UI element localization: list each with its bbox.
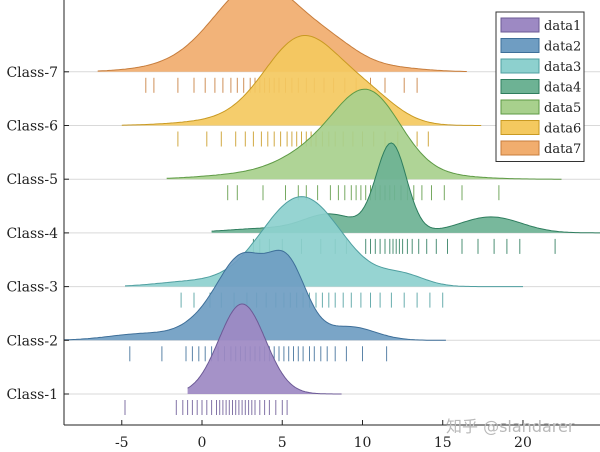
legend: data1 data2 data3 data4 data5 data6 data7	[495, 11, 585, 162]
y-tick-label: Class-1	[6, 387, 58, 403]
y-tick-label: Class-3	[6, 280, 58, 296]
x-tick-label: 5	[278, 435, 287, 451]
y-tick-label: Class-4	[6, 226, 58, 242]
legend-label-data2: data2	[544, 40, 581, 55]
legend-label-data7: data7	[544, 142, 581, 157]
x-axis: -5 0 5 10 15 20	[115, 420, 532, 451]
legend-swatch-data2	[500, 38, 540, 53]
x-tick-label: 10	[354, 435, 372, 451]
density-area-data6	[121, 35, 482, 126]
x-tick-label: 15	[434, 435, 452, 451]
legend-swatch-data3	[500, 58, 540, 74]
ridge-data6	[121, 35, 482, 147]
x-tick-label: 0	[198, 435, 207, 451]
density-area-data2	[64, 250, 446, 341]
legend-label-data5: data5	[544, 101, 581, 116]
density-line-data5	[166, 88, 562, 180]
density-line-data2	[64, 249, 446, 341]
density-line-data6	[121, 35, 482, 126]
density-area-data1	[187, 304, 342, 394]
density-line-data7	[97, 0, 467, 72]
legend-swatch-data4	[500, 79, 540, 94]
legend-swatch-data1	[500, 17, 540, 33]
legend-label-data1: data1	[544, 19, 581, 34]
watermark-text: 知乎 @slandarer	[446, 417, 575, 436]
y-tick-label: Class-5	[6, 172, 58, 188]
legend-swatch-data7	[500, 140, 540, 156]
density-area-data3	[125, 196, 523, 287]
x-tick-label: 20	[514, 435, 532, 451]
ridge-layer	[64, 0, 600, 415]
y-tick-label: Class-2	[6, 333, 58, 349]
density-area-data4	[211, 142, 600, 233]
legend-label-data3: data3	[544, 60, 581, 75]
density-line-data1	[187, 303, 342, 395]
density-area-data5	[166, 89, 562, 180]
legend-swatch-data6	[500, 120, 540, 135]
density-area-data7	[97, 0, 467, 72]
ridge-data1	[124, 303, 342, 415]
y-tick-label: Class-7	[6, 65, 58, 81]
legend-swatch-data5	[500, 99, 540, 115]
density-line-data3	[124, 196, 523, 288]
legend-label-data6: data6	[544, 122, 581, 137]
ridge-data3	[124, 196, 523, 308]
legend-label-data4: data4	[544, 81, 581, 96]
x-tick-label: -5	[115, 435, 129, 451]
y-tick-label: Class-6	[6, 119, 58, 135]
y-axis-labels: Class-1 Class-2 Class-3 Class-4 Class-5 Class…	[6, 65, 69, 403]
